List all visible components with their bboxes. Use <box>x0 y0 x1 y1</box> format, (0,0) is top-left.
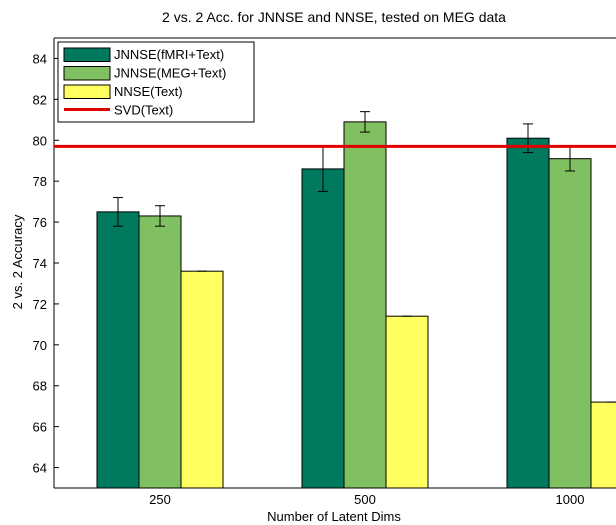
legend-swatch <box>63 66 111 81</box>
y-tick-label: 66 <box>33 420 47 435</box>
bar <box>385 315 429 489</box>
plot-area: 64 66 68 70 72 74 76 78 80 82 84 250 500 1000 <box>33 37 616 507</box>
y-tick-label: 80 <box>33 133 47 148</box>
legend: JNNSE(fMRI+Text) JNNSE(MEG+Text) NNSE(Text… <box>57 41 255 123</box>
y-tick-label: 82 <box>33 92 47 107</box>
y-tick-label: 74 <box>33 256 47 271</box>
x-tick-label: 1000 <box>556 492 585 507</box>
y-tick-label: 76 <box>33 215 47 230</box>
legend-label: NNSE(Text) <box>114 84 183 99</box>
y-axis-label: 2 vs. 2 Accuracy <box>10 214 25 309</box>
y-tick-label: 64 <box>33 461 47 476</box>
bar <box>343 121 387 489</box>
bar <box>138 215 182 489</box>
x-tick-label: 250 <box>149 492 171 507</box>
bar <box>180 270 224 489</box>
bar <box>301 168 345 489</box>
legend-swatch <box>63 47 111 62</box>
legend-label: SVD(Text) <box>114 103 173 118</box>
bar <box>96 211 140 489</box>
y-tick-label: 84 <box>33 51 47 66</box>
legend-label: JNNSE(fMRI+Text) <box>114 47 224 62</box>
chart-title: 2 vs. 2 Acc. for JNNSE and NNSE, tested … <box>162 9 506 25</box>
x-tick-label: 500 <box>354 492 376 507</box>
legend-label: JNNSE(MEG+Text) <box>114 66 226 81</box>
bar <box>548 158 592 489</box>
x-axis-label: Number of Latent Dims <box>267 509 401 524</box>
legend-swatch <box>63 84 111 99</box>
y-tick-label: 68 <box>33 379 47 394</box>
bar <box>506 137 550 489</box>
y-tick-label: 78 <box>33 174 47 189</box>
y-tick-label: 70 <box>33 338 47 353</box>
y-tick-label: 72 <box>33 297 47 312</box>
bar <box>590 401 616 489</box>
